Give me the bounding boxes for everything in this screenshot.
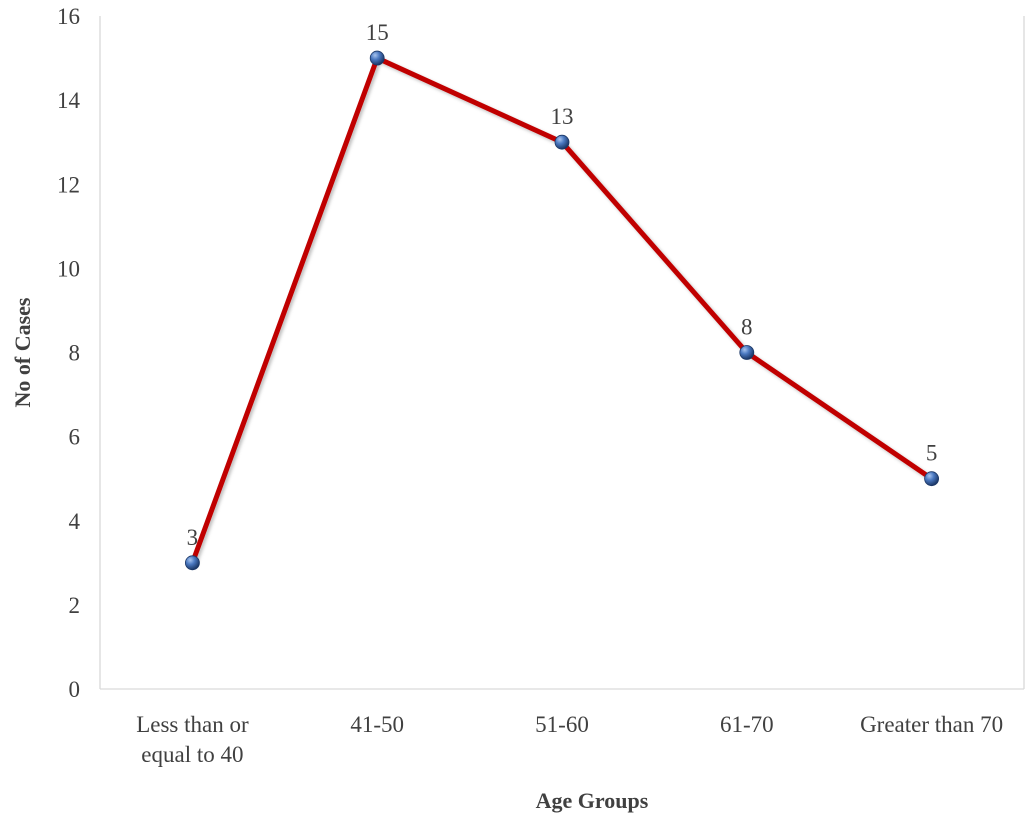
data-label: 15	[366, 20, 389, 45]
data-point	[925, 472, 939, 486]
x-tick-label: 41-50	[350, 712, 404, 737]
data-label: 8	[741, 315, 753, 340]
data-point	[555, 135, 569, 149]
x-tick-label: 51-60	[535, 712, 589, 737]
x-axis-title: Age Groups	[536, 788, 649, 813]
y-axis-title: No of Cases	[10, 297, 35, 407]
data-labels: 3 15 13 8 5	[187, 20, 938, 550]
y-tick-labels: 0 2 4 6 8 10 12 14 16	[57, 4, 81, 702]
x-tick-label: Less than or equal to 40	[136, 712, 249, 767]
data-point	[740, 346, 754, 360]
x-tick-labels: Less than or equal to 40 41-50 51-60 61-70 Gr…	[136, 712, 1003, 767]
data-label: 5	[926, 441, 938, 466]
series-cases	[192, 58, 931, 563]
y-tick-label: 14	[57, 88, 81, 113]
y-tick-label: 0	[69, 677, 81, 702]
y-tick-label: 10	[57, 256, 80, 281]
y-tick-label: 4	[69, 509, 81, 534]
y-tick-label: 12	[57, 172, 80, 197]
data-label: 3	[187, 525, 199, 550]
x-tick-label: Greater than 70	[860, 712, 1003, 737]
y-tick-label: 6	[69, 425, 81, 450]
y-tick-label: 8	[69, 341, 81, 366]
data-label: 13	[551, 104, 574, 129]
series-line	[192, 58, 931, 563]
data-point	[185, 556, 199, 570]
y-tick-label: 16	[57, 4, 80, 29]
data-point	[370, 51, 384, 65]
y-tick-label: 2	[69, 593, 81, 618]
x-tick-label: 61-70	[720, 712, 774, 737]
